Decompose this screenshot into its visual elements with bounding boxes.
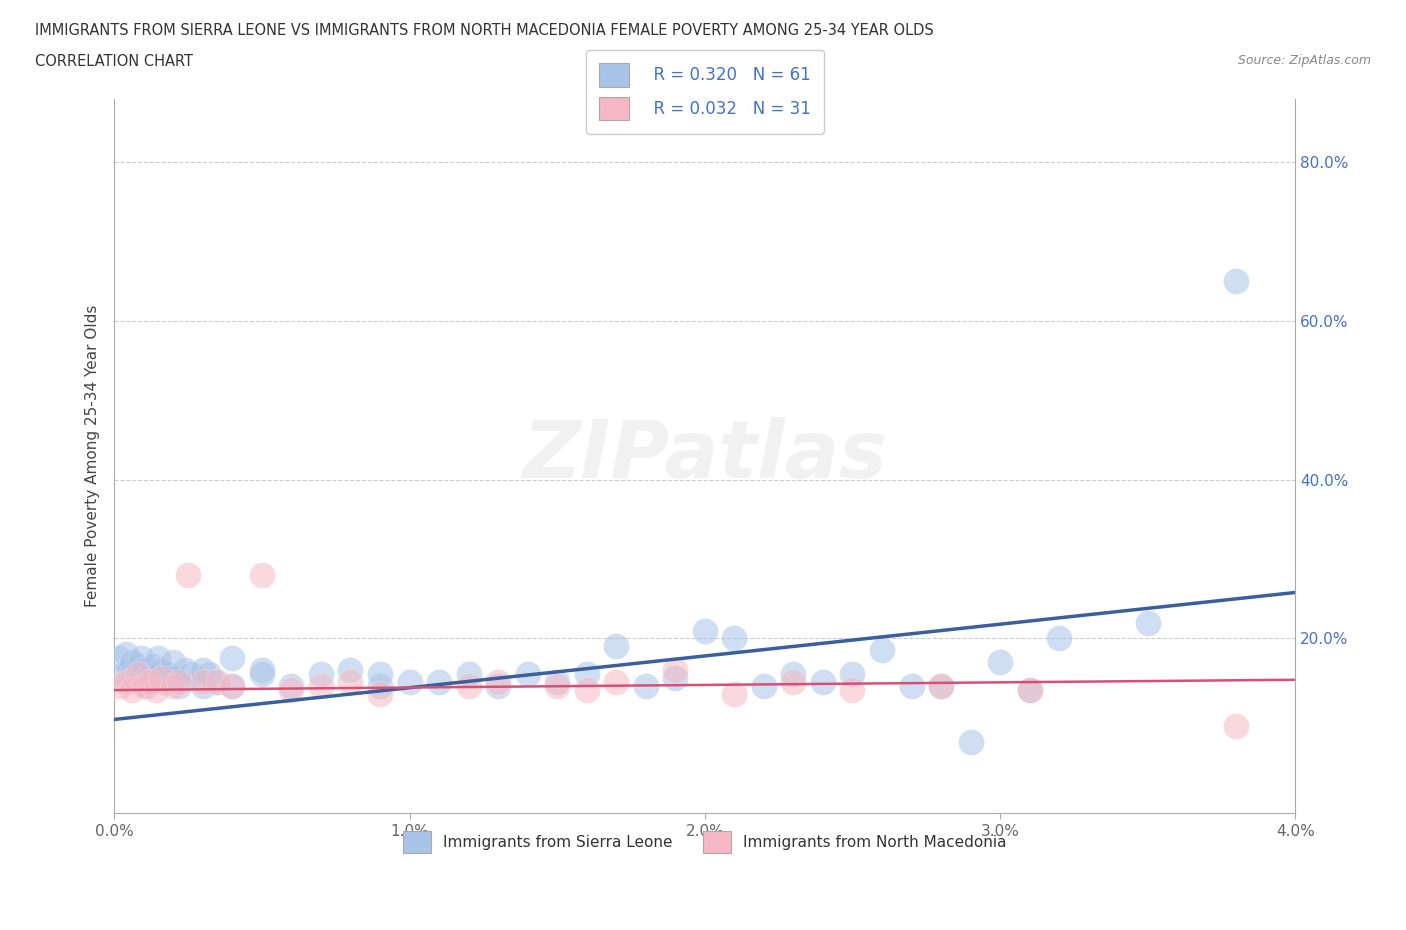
Point: [900, 679, 922, 694]
Text: CORRELATION CHART: CORRELATION CHART: [35, 54, 193, 69]
Point: [368, 686, 391, 701]
Point: [127, 667, 149, 682]
Point: [180, 667, 202, 682]
Point: [664, 663, 686, 678]
Point: [486, 674, 509, 689]
Point: [929, 679, 952, 694]
Point: [693, 623, 716, 638]
Text: IMMIGRANTS FROM SIERRA LEONE VS IMMIGRANTS FROM NORTH MACEDONIA FEMALE POVERTY A: IMMIGRANTS FROM SIERRA LEONE VS IMMIGRAN…: [35, 23, 934, 38]
Point: [204, 674, 226, 689]
Point: [142, 658, 165, 673]
Point: [191, 674, 214, 689]
Point: [811, 674, 834, 689]
Point: [197, 667, 219, 682]
Legend: Immigrants from Sierra Leone, Immigrants from North Macedonia: Immigrants from Sierra Leone, Immigrants…: [398, 825, 1012, 859]
Point: [309, 667, 332, 682]
Point: [1047, 631, 1070, 646]
Point: [153, 674, 176, 689]
Point: [427, 674, 450, 689]
Point: [1136, 615, 1159, 630]
Point: [1225, 718, 1247, 733]
Point: [129, 651, 152, 666]
Point: [782, 674, 804, 689]
Point: [145, 683, 167, 698]
Point: [135, 679, 157, 694]
Point: [457, 667, 479, 682]
Point: [546, 674, 568, 689]
Point: [150, 663, 173, 678]
Point: [121, 683, 143, 698]
Point: [368, 667, 391, 682]
Point: [132, 663, 155, 678]
Point: [112, 667, 135, 682]
Point: [167, 674, 190, 689]
Point: [605, 674, 627, 689]
Point: [121, 655, 143, 670]
Point: [339, 674, 361, 689]
Point: [115, 674, 138, 689]
Point: [605, 639, 627, 654]
Point: [115, 647, 138, 662]
Point: [145, 671, 167, 685]
Point: [162, 655, 184, 670]
Point: [339, 663, 361, 678]
Point: [368, 679, 391, 694]
Y-axis label: Female Poverty Among 25-34 Year Olds: Female Poverty Among 25-34 Year Olds: [86, 305, 100, 607]
Point: [280, 679, 302, 694]
Point: [782, 667, 804, 682]
Point: [138, 674, 160, 689]
Point: [118, 663, 141, 678]
Point: [959, 735, 981, 750]
Point: [398, 674, 420, 689]
Point: [177, 567, 200, 582]
Point: [221, 679, 243, 694]
Point: [664, 671, 686, 685]
Point: [870, 643, 893, 658]
Point: [127, 658, 149, 673]
Point: [132, 674, 155, 689]
Point: [167, 679, 190, 694]
Point: [929, 679, 952, 694]
Point: [174, 663, 197, 678]
Point: [191, 663, 214, 678]
Point: [723, 686, 745, 701]
Point: [516, 667, 538, 682]
Point: [723, 631, 745, 646]
Point: [132, 679, 155, 694]
Point: [162, 671, 184, 685]
Point: [250, 667, 273, 682]
Text: Source: ZipAtlas.com: Source: ZipAtlas.com: [1237, 54, 1371, 67]
Point: [1018, 683, 1040, 698]
Point: [150, 671, 173, 685]
Point: [108, 679, 131, 694]
Point: [752, 679, 775, 694]
Point: [156, 667, 179, 682]
Point: [486, 679, 509, 694]
Point: [107, 651, 129, 666]
Point: [575, 667, 598, 682]
Point: [191, 679, 214, 694]
Point: [250, 567, 273, 582]
Point: [575, 683, 598, 698]
Text: ZIPatlas: ZIPatlas: [522, 417, 887, 495]
Point: [988, 655, 1011, 670]
Point: [138, 667, 160, 682]
Point: [148, 651, 170, 666]
Point: [457, 679, 479, 694]
Point: [841, 683, 863, 698]
Point: [634, 679, 657, 694]
Point: [250, 663, 273, 678]
Point: [546, 679, 568, 694]
Point: [124, 671, 146, 685]
Point: [162, 679, 184, 694]
Point: [309, 679, 332, 694]
Point: [207, 674, 229, 689]
Point: [1018, 683, 1040, 698]
Point: [280, 683, 302, 698]
Point: [1225, 273, 1247, 288]
Point: [841, 667, 863, 682]
Point: [221, 679, 243, 694]
Point: [221, 651, 243, 666]
